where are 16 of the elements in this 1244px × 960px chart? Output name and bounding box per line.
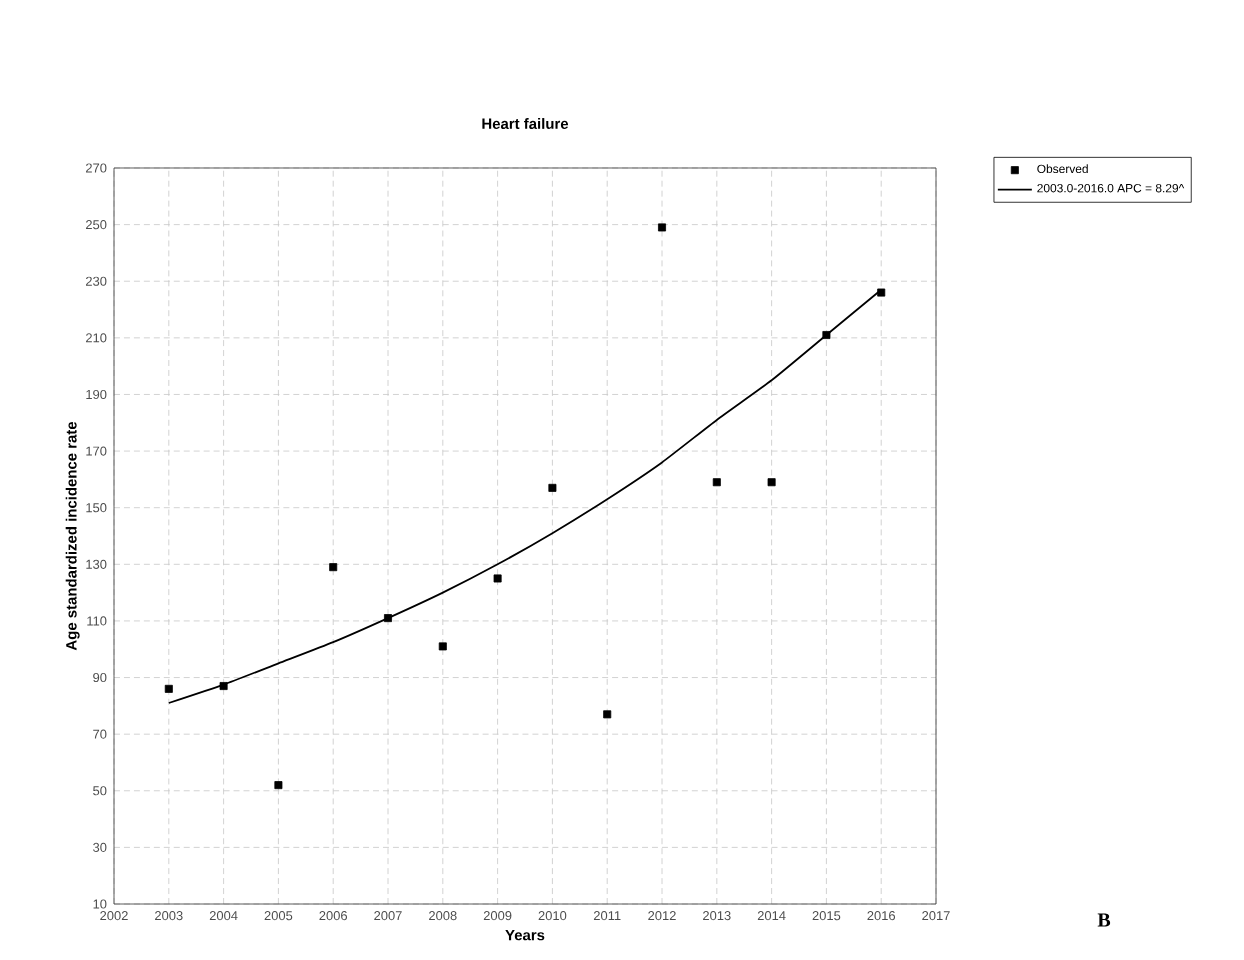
point [219,682,228,691]
text: B [1097,913,1111,927]
point [274,781,283,790]
point [877,288,886,297]
point [658,223,666,232]
point [384,614,392,623]
point [493,574,502,583]
point [548,483,557,492]
point [712,478,721,487]
point [767,478,776,487]
point [603,710,612,719]
point [329,563,338,572]
point [438,642,447,651]
point [822,331,831,339]
point [164,684,173,693]
line-series [167,288,883,704]
